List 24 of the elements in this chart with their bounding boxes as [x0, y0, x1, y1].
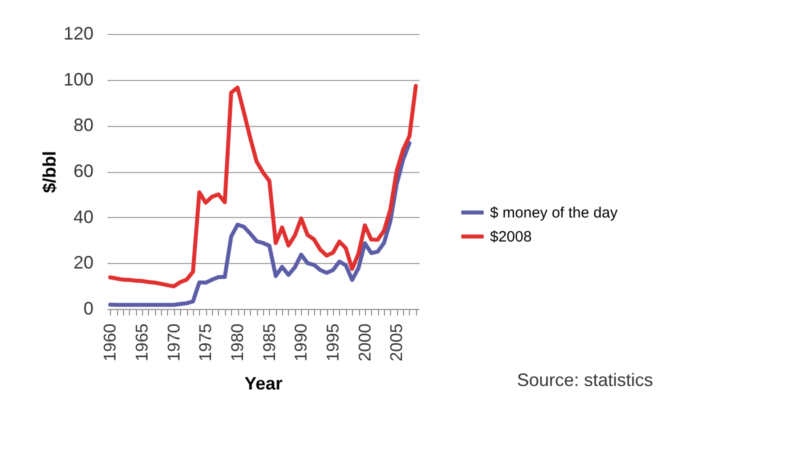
x-tick-label: 1970 [164, 324, 184, 362]
x-tick-label: 1980 [228, 324, 248, 362]
y-tick-label: 40 [73, 206, 94, 227]
legend-label: $ money of the day [490, 204, 618, 222]
line-series [108, 141, 412, 307]
y-tick-label: 100 [63, 69, 94, 90]
x-tick-label: 1985 [260, 324, 279, 362]
y-tick-label: 0 [83, 298, 94, 318]
x-tick-label: 1990 [292, 324, 311, 362]
x-tick-label: 2000 [355, 324, 374, 362]
x-tick-label: 1965 [132, 324, 152, 362]
x-tick-label: 1975 [196, 324, 216, 362]
x-tick-label: 2005 [387, 324, 406, 362]
y-tick-label: 20 [73, 252, 94, 273]
x-tick-label: 1960 [100, 324, 120, 362]
line-series [108, 84, 418, 288]
legend-label: $2008 [490, 228, 532, 246]
x-tick-label: 1995 [324, 324, 343, 362]
y-axis-title: $/bbl [39, 150, 60, 194]
source-note: Source: statistics [517, 370, 654, 390]
y-tick-label: 120 [63, 24, 94, 44]
y-tick-label: 80 [73, 115, 94, 136]
y-tick-label: 60 [73, 161, 94, 181]
x-axis-title: Year [244, 373, 283, 394]
